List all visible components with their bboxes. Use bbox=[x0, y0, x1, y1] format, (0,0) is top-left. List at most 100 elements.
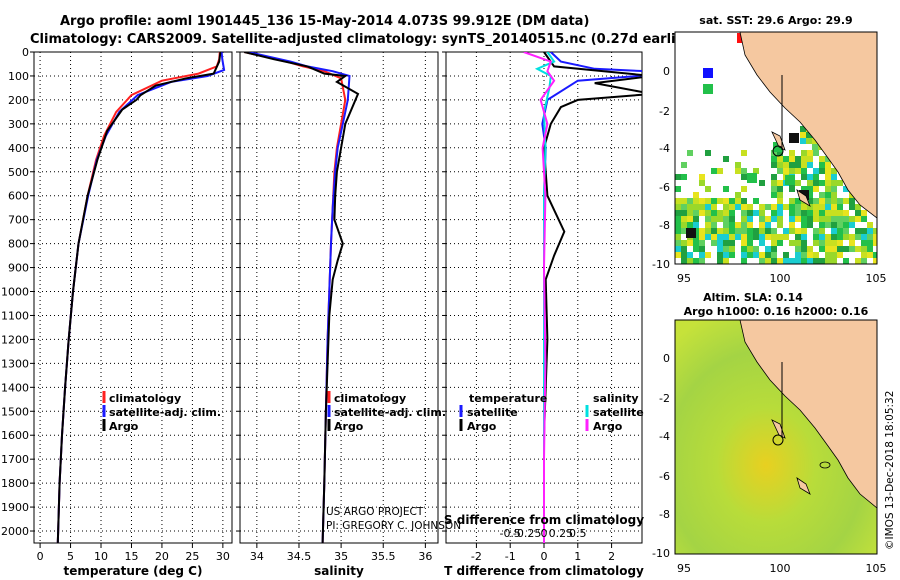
sst-pixel bbox=[735, 234, 741, 240]
sst-pixel bbox=[675, 216, 681, 222]
x-tick-label: 36 bbox=[418, 550, 432, 563]
sst-pixel bbox=[741, 258, 747, 264]
sst-pixel bbox=[861, 246, 867, 252]
sst-pixel bbox=[693, 216, 699, 222]
sst-map-lon-ticks: 95 100 105 bbox=[677, 272, 887, 285]
sst-pixel bbox=[849, 216, 855, 222]
depth-tick-label: 1800 bbox=[1, 477, 29, 490]
sst-pixel bbox=[717, 258, 723, 264]
sst-pixel bbox=[861, 258, 867, 264]
sst-pixel bbox=[813, 228, 819, 234]
sst-pixel bbox=[849, 240, 855, 246]
sst-pixel bbox=[723, 246, 729, 252]
sst-pixel bbox=[699, 174, 705, 180]
sst-pixel bbox=[849, 204, 855, 210]
sst-pixel bbox=[819, 168, 825, 174]
project-annotation: US ARGO PROJECT bbox=[326, 506, 424, 518]
sst-pixel bbox=[741, 174, 747, 180]
sst-pixel bbox=[723, 216, 729, 222]
sst-pixel bbox=[771, 234, 777, 240]
sst-pixel bbox=[729, 198, 735, 204]
sst-pixel bbox=[777, 234, 783, 240]
sst-pixel bbox=[783, 162, 789, 168]
sst-pixel bbox=[813, 252, 819, 258]
sst-pixel bbox=[831, 192, 837, 198]
lon-tick: 95 bbox=[677, 272, 691, 285]
sst-pixel bbox=[837, 246, 843, 252]
sst-pixel bbox=[717, 234, 723, 240]
sst-map-title: sat. SST: 29.6 Argo: 29.9 bbox=[699, 14, 852, 27]
x-tick-label: -2 bbox=[471, 550, 482, 563]
sst-pixel bbox=[693, 246, 699, 252]
sst-pixel bbox=[681, 246, 687, 252]
depth-tick-label: 1200 bbox=[1, 333, 29, 346]
temperature-x-ticks: 0 5 10 15 20 25 30 bbox=[37, 543, 230, 563]
sst-pixel bbox=[723, 234, 729, 240]
sst-pixel bbox=[801, 150, 807, 156]
sst-pixel bbox=[771, 150, 777, 156]
sst-pixel bbox=[687, 150, 693, 156]
sst-pixel bbox=[819, 240, 825, 246]
sst-pixel bbox=[789, 204, 795, 210]
sst-pixel bbox=[825, 222, 831, 228]
sst-pixel bbox=[801, 204, 807, 210]
sst-pixel bbox=[777, 198, 783, 204]
sst-pixel bbox=[759, 258, 765, 264]
sst-pixel bbox=[723, 210, 729, 216]
sst-pixel bbox=[723, 156, 729, 162]
sst-pixel bbox=[837, 228, 843, 234]
salinity-profiles bbox=[243, 52, 360, 543]
sst-pixel bbox=[819, 258, 825, 264]
sst-pixel bbox=[837, 216, 843, 222]
s-tick-label: -0.5 bbox=[499, 527, 520, 540]
sst-pixel bbox=[729, 240, 735, 246]
sst-pixel bbox=[777, 186, 783, 192]
sst-pixel bbox=[705, 228, 711, 234]
sst-pixel bbox=[711, 204, 717, 210]
sst-pixel bbox=[699, 180, 705, 186]
salinity-axes-frame bbox=[239, 51, 439, 544]
sst-pixel bbox=[789, 162, 795, 168]
sst-cell-highlight bbox=[686, 228, 696, 238]
sst-pixel bbox=[873, 228, 877, 234]
sst-pixel bbox=[711, 228, 717, 234]
sst-pixel bbox=[825, 246, 831, 252]
sst-pixel bbox=[747, 228, 753, 234]
sst-pixel bbox=[795, 228, 801, 234]
depth-tick-label: 500 bbox=[8, 166, 29, 179]
sst-pixel bbox=[855, 228, 861, 234]
sst-pixel bbox=[807, 192, 813, 198]
sst-pixel bbox=[801, 252, 807, 258]
sst-pixel bbox=[699, 258, 705, 264]
sst-pixel bbox=[699, 240, 705, 246]
sst-pixel bbox=[825, 240, 831, 246]
sst-pixel bbox=[861, 234, 867, 240]
sst-pixel bbox=[789, 240, 795, 246]
lon-tick: 100 bbox=[770, 562, 791, 575]
sst-map: sat. SST: 29.6 Argo: 29.9 95 100 105 0 -… bbox=[652, 14, 886, 285]
sst-pixel bbox=[723, 258, 729, 264]
sst-map-lat-ticks: 0 -2 -4 -6 -8 -10 bbox=[652, 65, 670, 271]
sst-pixel bbox=[801, 156, 807, 162]
sst-pixel bbox=[777, 150, 783, 156]
sst-pixel bbox=[807, 180, 813, 186]
sst-pixel bbox=[849, 198, 855, 204]
sst-pixel bbox=[825, 168, 831, 174]
sst-pixel bbox=[705, 198, 711, 204]
sst-pixel bbox=[843, 210, 849, 216]
difference-legend: temperature satellite Argo salinity sate… bbox=[459, 392, 644, 433]
sst-pixel bbox=[819, 216, 825, 222]
island-pagai bbox=[796, 189, 811, 207]
legend-label-t-argo: Argo bbox=[467, 420, 497, 433]
sst-pixel bbox=[723, 198, 729, 204]
sst-pixel bbox=[705, 222, 711, 228]
sst-pixel bbox=[759, 234, 765, 240]
sst-pixel bbox=[747, 252, 753, 258]
lon-tick: 95 bbox=[677, 562, 691, 575]
sst-pixel bbox=[795, 234, 801, 240]
t-difference-ticks: -2 -1 0 1 2 bbox=[471, 543, 615, 563]
sst-pixel bbox=[855, 234, 861, 240]
s-tick-label: -0.25 bbox=[513, 527, 541, 540]
sst-pixel bbox=[771, 186, 777, 192]
